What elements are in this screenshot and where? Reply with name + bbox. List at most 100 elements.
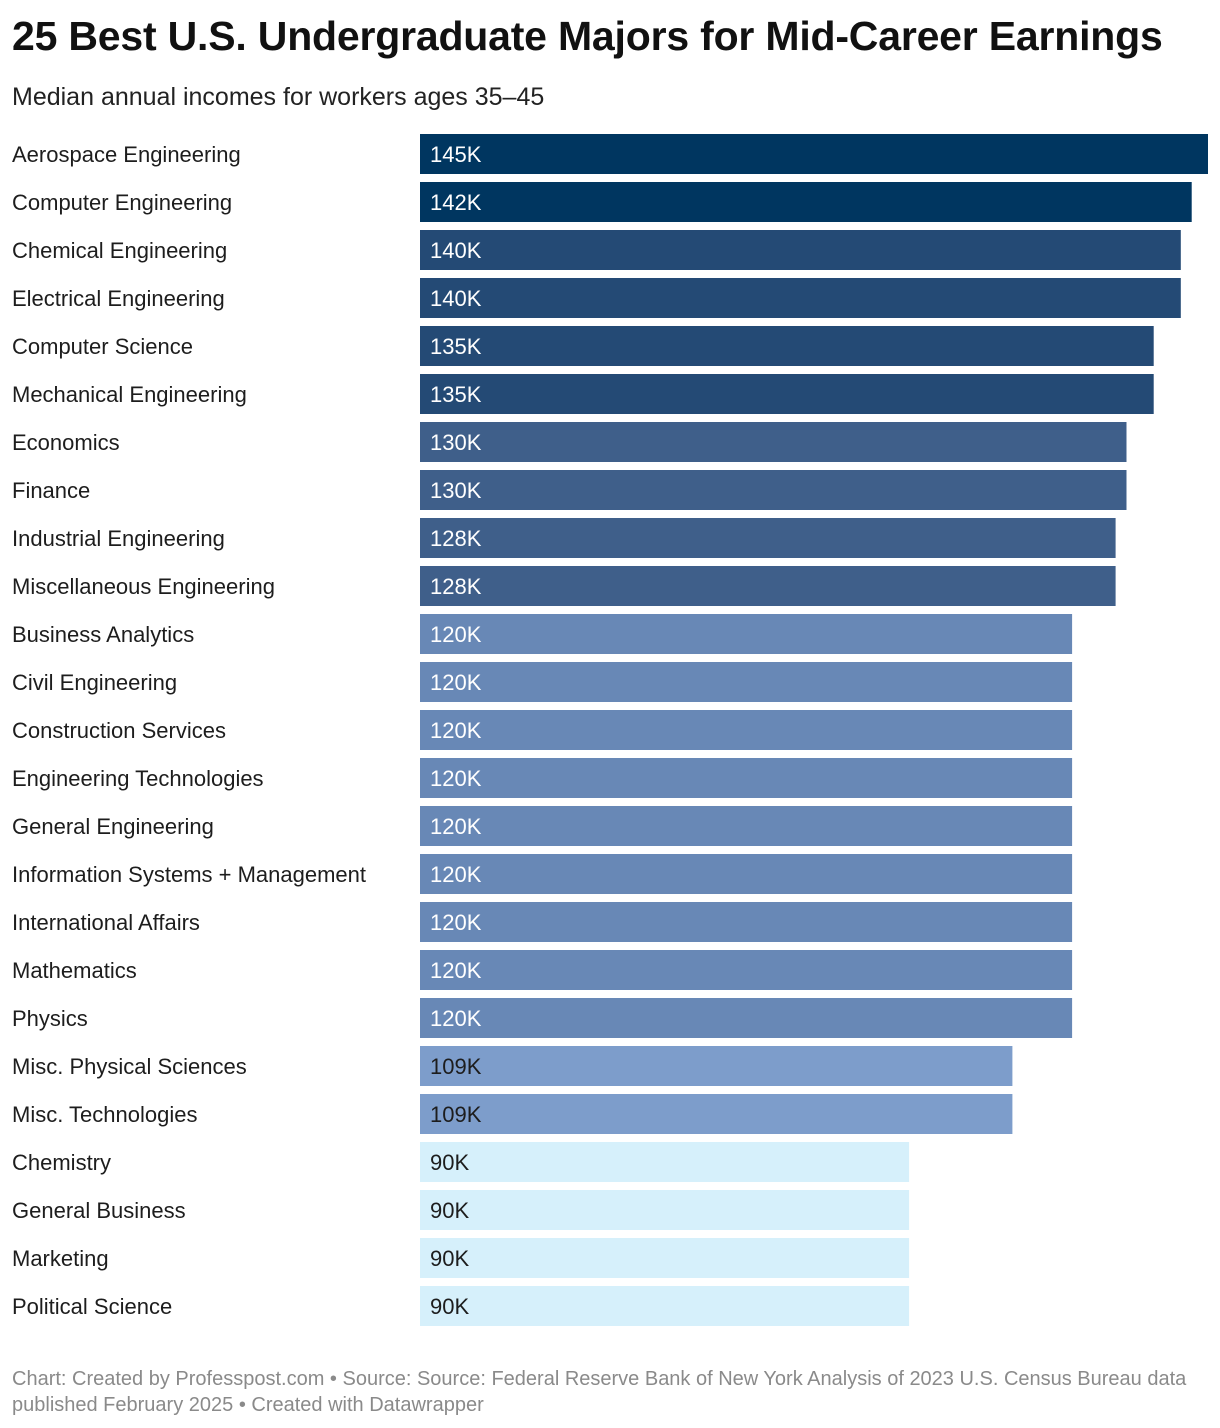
footer-source: Source: Source: Federal Reserve Bank of … bbox=[12, 1368, 1187, 1416]
value-label: 130K bbox=[430, 430, 482, 455]
bar bbox=[420, 1142, 910, 1182]
category-label: Information Systems + Management bbox=[12, 862, 366, 887]
value-label: 120K bbox=[430, 718, 482, 743]
category-label: Marketing bbox=[12, 1246, 109, 1271]
bar-row: Finance 130K bbox=[12, 470, 1127, 510]
bar-row: Computer Science 135K bbox=[12, 326, 1154, 366]
category-label: Political Science bbox=[12, 1294, 172, 1319]
value-label: 130K bbox=[430, 478, 482, 503]
category-label: Construction Services bbox=[12, 718, 226, 743]
bar-row: General Business 90K bbox=[12, 1190, 910, 1230]
bar bbox=[420, 518, 1116, 558]
bar-rows: Aerospace Engineering 145K Computer Engine… bbox=[12, 134, 1208, 1326]
bar bbox=[420, 998, 1073, 1038]
category-label: General Business bbox=[12, 1198, 186, 1223]
value-label: 128K bbox=[430, 526, 482, 551]
value-label: 120K bbox=[430, 862, 482, 887]
bar-row: Mechanical Engineering 135K bbox=[12, 374, 1154, 414]
category-label: Civil Engineering bbox=[12, 670, 177, 695]
bar bbox=[420, 1094, 1013, 1134]
bar bbox=[420, 470, 1127, 510]
footer-separator: • bbox=[233, 1394, 252, 1416]
bar-row: Political Science 90K bbox=[12, 1286, 910, 1326]
footer-tool: Created with Datawrapper bbox=[251, 1394, 484, 1416]
value-label: 135K bbox=[430, 382, 482, 407]
bar bbox=[420, 566, 1116, 606]
bar-row: Industrial Engineering 128K bbox=[12, 518, 1116, 558]
category-label: Electrical Engineering bbox=[12, 286, 225, 311]
bar-row: Aerospace Engineering 145K bbox=[12, 134, 1208, 174]
bar-row: Miscellaneous Engineering 128K bbox=[12, 566, 1116, 606]
value-label: 140K bbox=[430, 238, 482, 263]
category-label: Engineering Technologies bbox=[12, 766, 264, 791]
value-label: 120K bbox=[430, 1006, 482, 1031]
category-label: Misc. Physical Sciences bbox=[12, 1054, 247, 1079]
bar bbox=[420, 422, 1127, 462]
bar-row: Civil Engineering 120K bbox=[12, 662, 1073, 702]
bar bbox=[420, 278, 1181, 318]
bar bbox=[420, 1046, 1013, 1086]
bar-row: Electrical Engineering 140K bbox=[12, 278, 1181, 318]
category-label: Chemical Engineering bbox=[12, 238, 227, 263]
category-label: Economics bbox=[12, 430, 120, 455]
chart-title: 25 Best U.S. Undergraduate Majors for Mi… bbox=[12, 13, 1163, 59]
bar bbox=[420, 134, 1208, 174]
bar-row: Economics 130K bbox=[12, 422, 1127, 462]
bar-row: Engineering Technologies 120K bbox=[12, 758, 1073, 798]
category-label: Chemistry bbox=[12, 1150, 111, 1175]
value-label: 109K bbox=[430, 1102, 482, 1127]
value-label: 135K bbox=[430, 334, 482, 359]
bar-row: General Engineering 120K bbox=[12, 806, 1073, 846]
category-label: Mathematics bbox=[12, 958, 137, 983]
bar bbox=[420, 230, 1181, 270]
footer-chart-credit: Chart: Created by Professpost.com bbox=[12, 1368, 330, 1390]
bar-row: Marketing 90K bbox=[12, 1238, 910, 1278]
chart-footer: Chart: Created by Professpost.com • Sour… bbox=[12, 1366, 1202, 1418]
bar bbox=[420, 662, 1073, 702]
value-label: 145K bbox=[430, 142, 482, 167]
bar bbox=[420, 854, 1073, 894]
bar bbox=[420, 902, 1073, 942]
category-label: Mechanical Engineering bbox=[12, 382, 247, 407]
category-label: Aerospace Engineering bbox=[12, 142, 241, 167]
bar-row: Construction Services 120K bbox=[12, 710, 1073, 750]
bar bbox=[420, 182, 1192, 222]
bar bbox=[420, 806, 1073, 846]
bar-row: Chemistry 90K bbox=[12, 1142, 910, 1182]
bar-row: Business Analytics 120K bbox=[12, 614, 1073, 654]
bar-row: International Affairs 120K bbox=[12, 902, 1073, 942]
value-label: 90K bbox=[430, 1150, 469, 1175]
bar-row: Computer Engineering 142K bbox=[12, 182, 1192, 222]
category-label: Business Analytics bbox=[12, 622, 194, 647]
value-label: 109K bbox=[430, 1054, 482, 1079]
bar bbox=[420, 1238, 910, 1278]
value-label: 120K bbox=[430, 910, 482, 935]
category-label: General Engineering bbox=[12, 814, 214, 839]
bar-row: Chemical Engineering 140K bbox=[12, 230, 1181, 270]
category-label: Miscellaneous Engineering bbox=[12, 574, 275, 599]
category-label: Industrial Engineering bbox=[12, 526, 225, 551]
bar bbox=[420, 710, 1073, 750]
value-label: 128K bbox=[430, 574, 482, 599]
bar bbox=[420, 374, 1154, 414]
chart-subtitle: Median annual incomes for workers ages 3… bbox=[12, 83, 545, 111]
category-label: International Affairs bbox=[12, 910, 200, 935]
value-label: 120K bbox=[430, 766, 482, 791]
bar bbox=[420, 326, 1154, 366]
value-label: 90K bbox=[430, 1294, 469, 1319]
value-label: 120K bbox=[430, 622, 482, 647]
bar bbox=[420, 758, 1073, 798]
footer-separator: • bbox=[329, 1368, 343, 1390]
bar bbox=[420, 950, 1073, 990]
category-label: Computer Science bbox=[12, 334, 193, 359]
bar-row: Information Systems + Management 120K bbox=[12, 854, 1073, 894]
value-label: 120K bbox=[430, 670, 482, 695]
value-label: 90K bbox=[430, 1198, 469, 1223]
bar-row: Physics 120K bbox=[12, 998, 1073, 1038]
bar bbox=[420, 1190, 910, 1230]
bar bbox=[420, 1286, 910, 1326]
bar bbox=[420, 614, 1073, 654]
category-label: Computer Engineering bbox=[12, 190, 232, 215]
bar-row: Misc. Technologies 109K bbox=[12, 1094, 1013, 1134]
